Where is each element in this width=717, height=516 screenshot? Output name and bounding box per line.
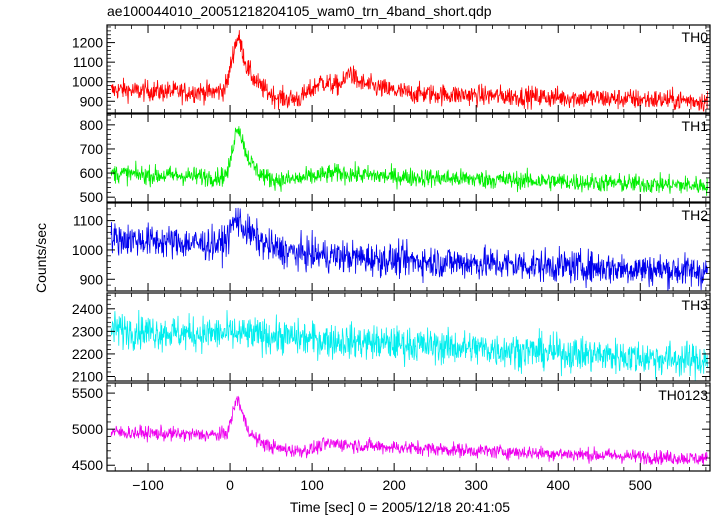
y-tick-label: 1100 <box>73 54 103 70</box>
series-line-th1 <box>110 126 708 196</box>
y-tick-label: 800 <box>80 117 104 133</box>
series-line-th0 <box>110 30 708 112</box>
panel-label-th0: TH0 <box>682 29 709 45</box>
x-axis-label: Time [sec] 0 = 2005/12/18 20:41:05 <box>290 499 510 515</box>
x-tick-label: 100 <box>300 477 324 493</box>
panel-label-th3: TH3 <box>682 297 709 313</box>
x-tick-label: 500 <box>629 477 653 493</box>
y-tick-label: 5000 <box>72 421 103 437</box>
y-tick-label: 2100 <box>72 368 103 384</box>
panel-th3: 2100 2200 2300 2400 TH3 <box>72 292 711 384</box>
y-tick-label: 1000 <box>72 74 103 90</box>
y-tick-label: 900 <box>80 271 104 287</box>
y-tick-label: 2300 <box>72 323 103 339</box>
y-tick-label: 2200 <box>72 346 103 362</box>
panel-frame <box>106 292 711 382</box>
panel-frame <box>106 382 711 472</box>
y-tick-label: 1100 <box>73 213 103 229</box>
y-tick-label: 700 <box>80 141 104 157</box>
y-tick-label: 1200 <box>72 35 103 51</box>
x-tick-label: 300 <box>465 477 489 493</box>
y-axis-label: Counts/sec <box>33 223 49 293</box>
panel-label-th2: TH2 <box>682 207 709 223</box>
panel-label-th0123: TH0123 <box>658 387 708 403</box>
y-tick-label: 5500 <box>72 385 103 401</box>
panel-th0: 900 1000 1100 1200 TH0 <box>72 24 711 114</box>
series-line-th2 <box>110 207 708 291</box>
y-tick-label: 600 <box>80 165 104 181</box>
panel-th1: 500 600 700 800 TH1 <box>80 113 711 205</box>
x-tick-label: 400 <box>547 477 571 493</box>
y-tick-label: 900 <box>80 93 104 109</box>
x-tick-label: 0 <box>226 477 234 493</box>
panel-th0123: 4500 5000 5500 TH0123 <box>72 382 711 473</box>
y-tick-label: 500 <box>80 189 104 205</box>
chart-title: ae100044010_20051218204105_wam0_trn_4ban… <box>107 3 492 19</box>
x-tick-label: 200 <box>382 477 406 493</box>
y-tick-label: 4500 <box>72 457 103 473</box>
panel-frame <box>106 24 711 114</box>
series-line-th0123 <box>110 395 708 466</box>
panel-frame <box>106 113 711 203</box>
y-tick-label: 2400 <box>72 301 103 317</box>
y-tick-label: 1000 <box>72 242 103 258</box>
panel-th2: 900 1000 1100 TH2 <box>72 202 711 292</box>
x-tick-label: −100 <box>132 477 164 493</box>
panel-frame <box>106 202 711 292</box>
series-line-th3 <box>110 309 708 381</box>
panel-label-th1: TH1 <box>682 118 709 134</box>
